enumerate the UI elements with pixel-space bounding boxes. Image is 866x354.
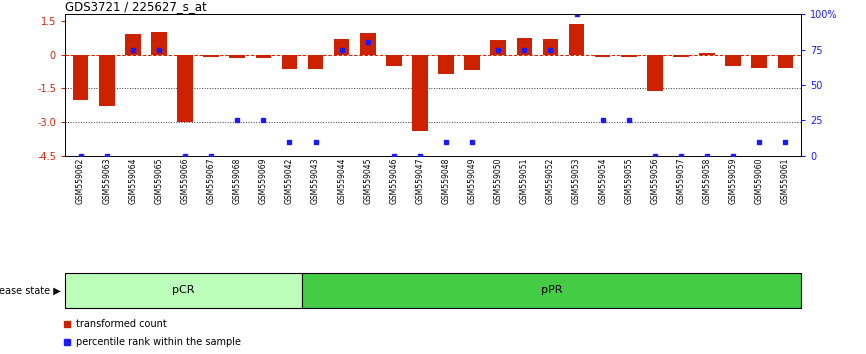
Bar — [151, 32, 167, 55]
Bar — [386, 55, 402, 66]
Bar — [569, 24, 585, 55]
Text: transformed count: transformed count — [76, 319, 167, 329]
Bar — [255, 55, 271, 58]
Text: pCR: pCR — [172, 285, 195, 295]
Bar — [125, 34, 140, 55]
Bar — [438, 55, 454, 74]
Bar — [699, 53, 715, 55]
Text: pPR: pPR — [540, 285, 562, 295]
Text: percentile rank within the sample: percentile rank within the sample — [76, 337, 241, 347]
Bar — [412, 55, 428, 131]
Text: disease state ▶: disease state ▶ — [0, 285, 61, 295]
Bar — [301, 273, 801, 308]
Bar — [73, 55, 88, 99]
Bar — [229, 55, 245, 58]
Bar — [778, 55, 793, 68]
Bar — [621, 55, 637, 57]
Bar — [333, 39, 350, 55]
Bar — [490, 40, 506, 55]
Bar — [516, 38, 533, 55]
Bar — [673, 55, 688, 57]
Bar — [360, 33, 376, 55]
Bar — [464, 55, 480, 70]
Bar — [99, 55, 114, 106]
Bar — [543, 39, 559, 55]
Bar — [595, 55, 611, 57]
Bar — [307, 55, 323, 69]
Bar — [178, 55, 193, 122]
Bar — [204, 55, 219, 57]
Bar — [752, 55, 767, 68]
Bar — [281, 55, 297, 69]
Bar — [65, 273, 301, 308]
Bar — [647, 55, 662, 91]
Bar — [726, 55, 741, 66]
Text: GDS3721 / 225627_s_at: GDS3721 / 225627_s_at — [65, 0, 207, 13]
